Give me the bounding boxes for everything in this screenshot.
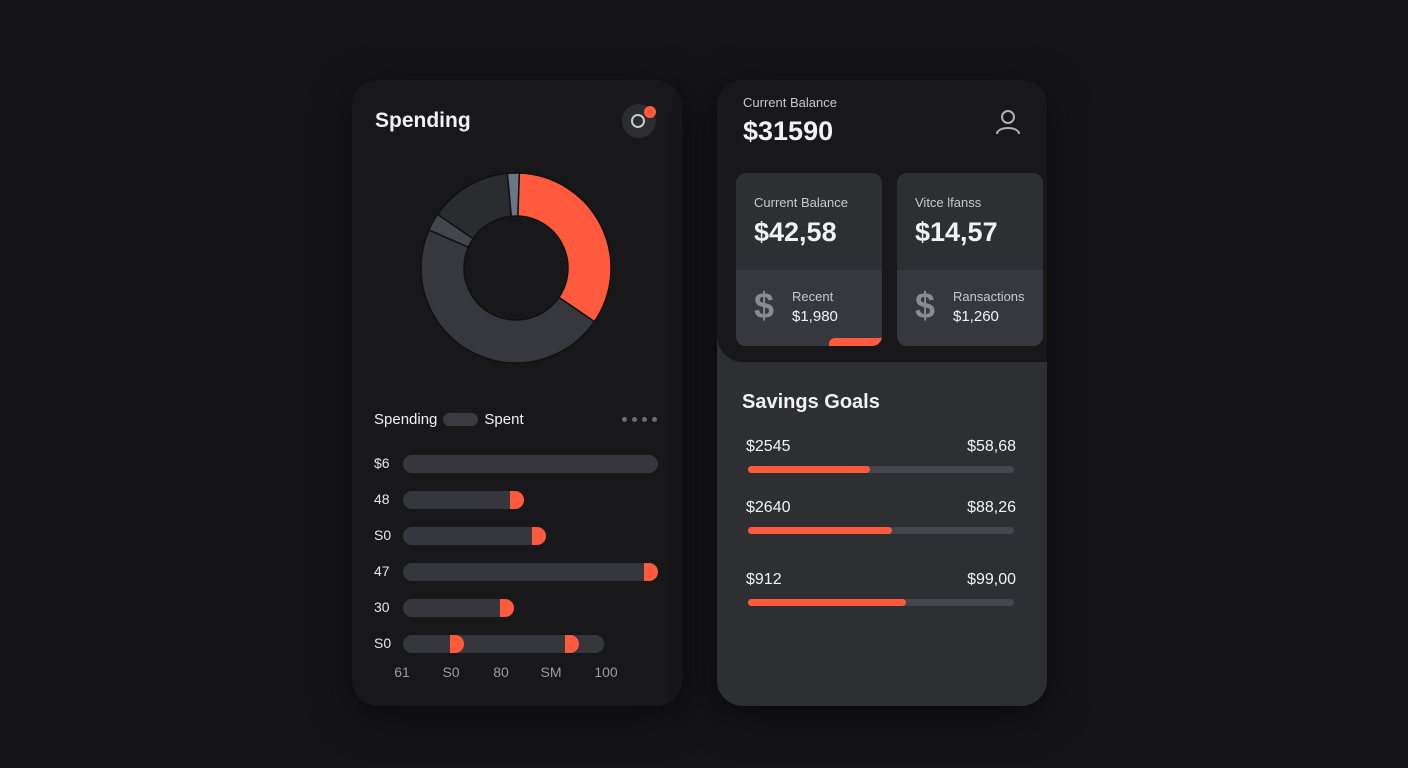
- axis-tick-label: 61: [394, 664, 410, 680]
- goal-current: $2545: [746, 438, 791, 455]
- balance-header: Current Balance $31590 Current Balance $4…: [717, 80, 1047, 362]
- summary-card-sub-value: $1,260: [953, 308, 999, 325]
- row-label: 47: [374, 563, 390, 579]
- summary-card[interactable]: Vitce lfanss $14,57 $ Ransactions $1,260: [897, 173, 1043, 346]
- balance-value: $31590: [743, 116, 834, 146]
- spending-card: Spending Spending Spent $6 48 S0 47 30 S0 61 S…: [352, 80, 682, 706]
- savings-title: Savings Goals: [742, 391, 880, 413]
- goal-target: $88,26: [967, 499, 1016, 516]
- spending-donut-chart: [420, 172, 612, 364]
- summary-card-label: Vitce lfanss: [915, 195, 982, 210]
- user-icon[interactable]: [994, 108, 1022, 136]
- spent-marker: [564, 635, 579, 653]
- axis-tick-label: 100: [594, 664, 618, 680]
- row-label: S0: [374, 635, 392, 651]
- axis-tick-label: 80: [493, 664, 509, 680]
- spent-marker: [450, 635, 465, 653]
- donut-slice-0: [517, 172, 612, 323]
- summary-card-footer: [897, 270, 1043, 346]
- spent-marker: [644, 563, 658, 581]
- goal-progress-fill: [748, 466, 871, 473]
- summary-card-sub-value: $1,980: [792, 308, 838, 325]
- row-label: $6: [374, 455, 390, 471]
- spending-bar: [403, 599, 514, 617]
- legend-swatch: [443, 413, 479, 426]
- axis-tick-label: SM: [540, 664, 562, 680]
- summary-card-footer: [736, 270, 882, 346]
- goal-target: $99,00: [967, 571, 1016, 588]
- dollar-icon: $: [915, 285, 936, 326]
- row-label: 48: [374, 491, 390, 507]
- spending-bar: [403, 563, 658, 581]
- accent-indicator: [829, 338, 882, 346]
- summary-card-value: $14,57: [915, 217, 998, 247]
- settings-button[interactable]: [622, 104, 656, 138]
- more-options-icon[interactable]: [622, 417, 657, 422]
- goal-current: $2640: [746, 499, 791, 516]
- spent-marker: [531, 527, 546, 545]
- axis-tick-label: S0: [442, 664, 460, 680]
- spending-title: Spending: [375, 109, 471, 132]
- goal-target: $58,68: [967, 438, 1016, 455]
- goal-progress-fill: [748, 527, 892, 534]
- summary-card-sub-label: Recent: [792, 289, 834, 304]
- summary-card-sub-label: Ransactions: [953, 289, 1025, 304]
- goal-progress-track: [748, 599, 1014, 606]
- notification-dot: [644, 106, 656, 118]
- summary-card-value: $42,58: [754, 217, 837, 247]
- legend-label-spending: Spending: [374, 411, 438, 428]
- chart-legend: Spending Spent: [374, 411, 524, 428]
- row-label: S0: [374, 527, 392, 543]
- goal-progress-fill: [748, 599, 907, 606]
- gear-icon: [631, 114, 645, 128]
- spending-bar: [403, 491, 525, 509]
- row-label: 30: [374, 599, 390, 615]
- goal-progress-track: [748, 466, 1014, 473]
- dollar-icon: $: [754, 285, 775, 326]
- legend-label-spent: Spent: [484, 411, 524, 428]
- summary-card-label: Current Balance: [754, 195, 848, 210]
- spent-marker: [499, 599, 514, 617]
- spending-bar: [403, 455, 658, 473]
- goal-current: $912: [746, 571, 782, 588]
- goal-progress-track: [748, 527, 1014, 534]
- spending-bar: [403, 527, 546, 545]
- donut-slice-1: [420, 228, 596, 364]
- summary-card[interactable]: Current Balance $42,58 $ Recent $1,980: [736, 173, 882, 346]
- balance-label: Current Balance: [743, 95, 837, 110]
- spent-marker: [510, 491, 525, 509]
- balance-card: Current Balance $31590 Current Balance $4…: [717, 80, 1047, 706]
- donut-slice-4: [506, 172, 521, 218]
- spending-bar: [403, 635, 605, 653]
